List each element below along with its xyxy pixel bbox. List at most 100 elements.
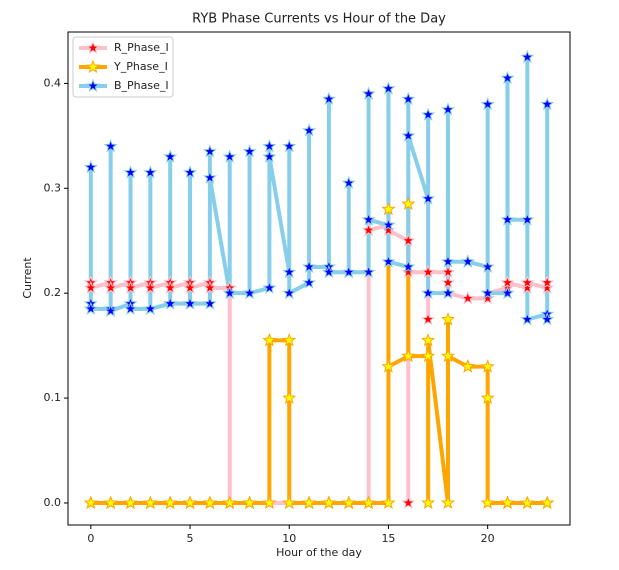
point-marker — [341, 495, 356, 509]
series-line — [90, 202, 548, 505]
point-marker — [361, 495, 376, 509]
point-marker — [242, 495, 257, 509]
legend-marker — [85, 78, 101, 93]
point-marker — [401, 348, 416, 363]
point-marker — [480, 359, 495, 373]
point-marker — [182, 296, 198, 310]
point-marker — [520, 49, 535, 64]
point-marker — [440, 102, 456, 116]
point-marker — [381, 495, 396, 509]
point-marker — [361, 212, 376, 226]
legend-label: Y_Phase_I — [113, 60, 168, 73]
point-marker — [540, 280, 555, 294]
x-tick-label: 15 — [381, 532, 395, 545]
point-marker — [202, 144, 217, 158]
point-marker — [440, 254, 456, 268]
point-marker — [163, 296, 178, 310]
point-marker — [282, 264, 297, 279]
point-marker — [282, 495, 297, 509]
point-marker — [540, 97, 555, 111]
point-marker — [460, 290, 475, 305]
point-marker — [262, 280, 277, 294]
point-marker — [202, 170, 217, 184]
x-tick-label: 10 — [282, 532, 296, 545]
point-marker — [421, 191, 436, 205]
y-tick-label: 0.2 — [44, 286, 62, 299]
point-marker — [321, 495, 336, 509]
point-marker — [421, 333, 436, 347]
point-marker — [302, 259, 317, 273]
point-marker — [401, 91, 416, 106]
point-marker — [103, 138, 118, 153]
point-marker — [202, 280, 217, 294]
point-marker — [103, 495, 118, 509]
point-marker — [520, 311, 535, 326]
point-marker — [242, 285, 257, 300]
point-marker — [520, 280, 535, 294]
point-marker — [401, 233, 416, 247]
point-marker — [440, 264, 456, 279]
point-marker — [361, 86, 376, 100]
point-marker — [182, 495, 198, 509]
series-line — [88, 55, 550, 322]
point-marker — [361, 264, 376, 279]
point-marker — [302, 123, 317, 137]
point-marker — [143, 495, 158, 509]
point-marker — [440, 495, 456, 509]
point-marker — [401, 196, 416, 211]
point-marker — [401, 259, 416, 273]
point-marker — [282, 390, 297, 405]
point-marker — [421, 348, 436, 363]
point-marker — [520, 212, 535, 226]
point-marker — [460, 254, 475, 268]
point-marker — [83, 301, 98, 315]
chart-title: RYB Phase Currents vs Hour of the Day — [192, 12, 446, 27]
point-marker — [123, 280, 138, 294]
point-marker — [540, 495, 555, 509]
point-marker — [163, 495, 178, 509]
point-marker — [480, 259, 495, 273]
series-line — [88, 207, 550, 505]
point-marker — [321, 264, 336, 279]
point-marker — [202, 296, 217, 310]
point-marker — [282, 285, 297, 300]
point-marker — [202, 495, 217, 509]
point-marker — [262, 333, 277, 347]
point-marker — [401, 495, 416, 509]
x-tick-label: 0 — [87, 532, 94, 545]
legend-marker — [85, 40, 101, 55]
y-tick-label: 0.3 — [44, 181, 62, 194]
y-tick-label: 0.1 — [44, 391, 62, 404]
y-axis-label: Current — [21, 257, 34, 299]
legend-label: R_Phase_I — [114, 41, 169, 54]
point-marker — [440, 311, 456, 326]
point-marker — [143, 165, 158, 179]
point-marker — [401, 264, 416, 279]
point-marker — [381, 81, 396, 95]
point-marker — [440, 285, 456, 300]
point-marker — [381, 217, 396, 232]
plot-frame — [67, 31, 571, 526]
point-marker — [123, 165, 138, 179]
point-marker — [421, 495, 436, 509]
point-marker — [222, 285, 237, 300]
point-marker — [480, 290, 495, 305]
x-axis-label: Hour of the day — [276, 546, 362, 559]
point-marker — [540, 275, 555, 289]
point-marker — [520, 275, 535, 289]
point-marker — [262, 495, 277, 509]
point-marker — [302, 275, 317, 289]
point-marker — [282, 332, 297, 347]
point-marker — [123, 301, 138, 315]
point-marker — [103, 280, 118, 294]
point-marker — [381, 201, 396, 216]
point-marker — [480, 96, 495, 111]
point-marker — [480, 285, 495, 300]
point-marker — [262, 138, 277, 153]
point-marker — [440, 348, 456, 363]
point-marker — [341, 264, 356, 279]
point-marker — [500, 70, 515, 85]
point-marker — [143, 280, 158, 294]
legend-marker — [85, 59, 101, 74]
